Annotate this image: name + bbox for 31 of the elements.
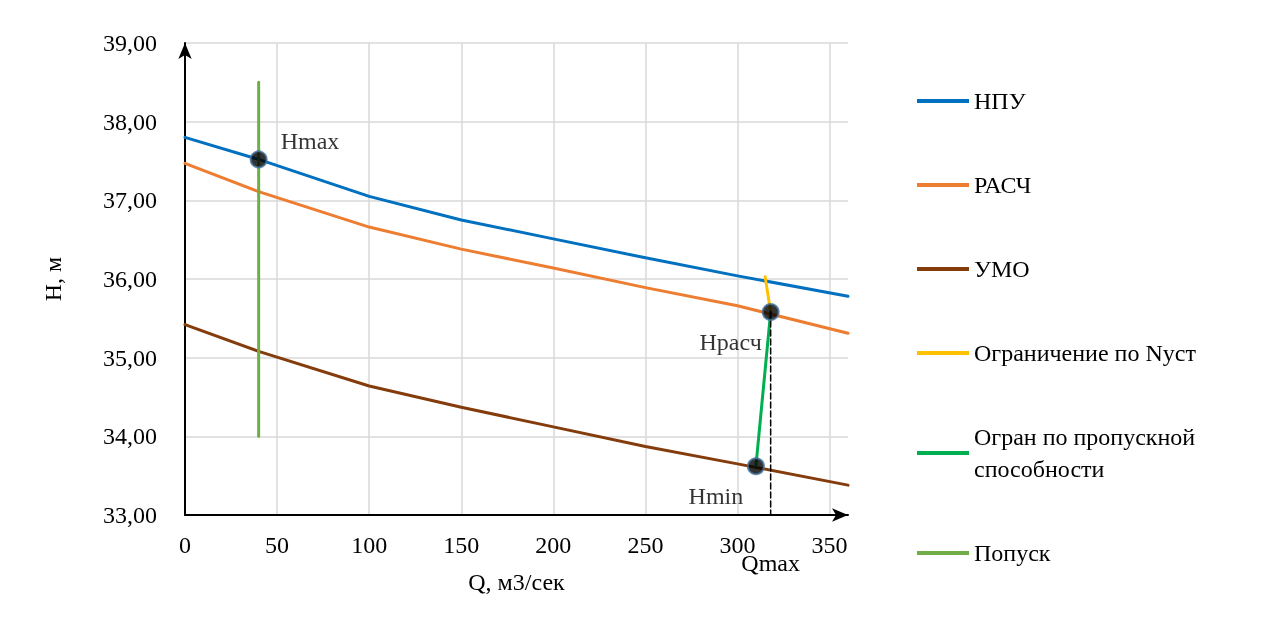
x-tick-label: 350 bbox=[811, 532, 848, 558]
point bbox=[761, 303, 780, 322]
y-tick-label: 37,00 bbox=[103, 187, 157, 214]
x-axis-title: Q, м3/сек bbox=[468, 569, 566, 595]
y-tick-label: 34,00 bbox=[103, 423, 157, 450]
x-tick-label: 250 bbox=[627, 532, 664, 558]
data-label: Hрасч bbox=[699, 329, 762, 356]
legend-label: УМО bbox=[974, 256, 1030, 282]
line-series bbox=[183, 135, 850, 298]
y-tick-label: 36,00 bbox=[103, 266, 157, 292]
line-series bbox=[183, 323, 850, 487]
x-tick-label: 50 bbox=[265, 532, 290, 558]
data-label: Hmin bbox=[688, 483, 744, 510]
y-tick-label: 39,00 bbox=[103, 30, 157, 56]
y-tick-label: 35,00 bbox=[103, 344, 157, 371]
line-series bbox=[183, 161, 850, 335]
y-tick-label: 38,00 bbox=[103, 108, 157, 135]
point bbox=[249, 150, 268, 169]
y-tick-label: 33,00 bbox=[103, 502, 157, 528]
legend-label: Ограничение по Nуст bbox=[974, 340, 1197, 366]
x-tick-label: 100 bbox=[351, 532, 388, 558]
legend-label: РАСЧ bbox=[974, 172, 1032, 198]
legend-label: Попуск bbox=[974, 540, 1051, 566]
x-tick-label: 200 bbox=[535, 532, 572, 558]
x-tick-label: 150 bbox=[443, 532, 480, 558]
legend-label: Огран по пропускной способности bbox=[974, 424, 1196, 482]
legend-label: НПУ bbox=[974, 88, 1026, 114]
point bbox=[746, 457, 765, 476]
data-label: Hmax bbox=[280, 128, 340, 155]
y-axis-title: H, м bbox=[40, 256, 66, 302]
x-tick-label: 0 bbox=[179, 532, 191, 558]
